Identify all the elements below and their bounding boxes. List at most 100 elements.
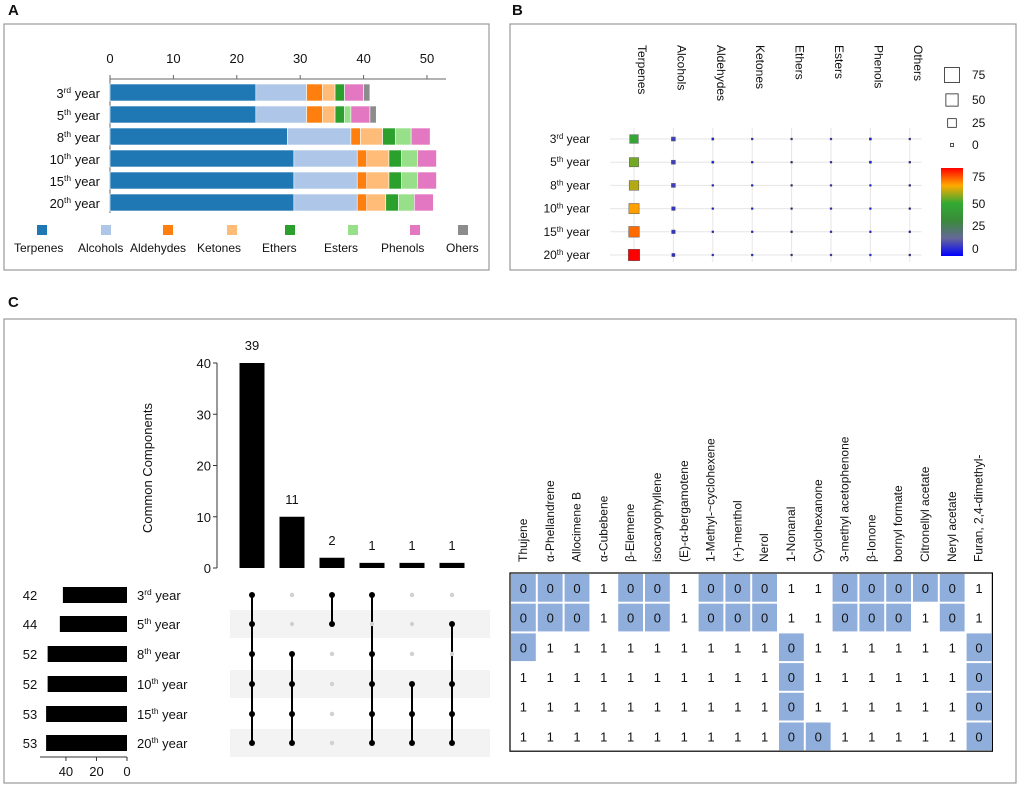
table-cell-highlight: [511, 633, 536, 662]
bar-segment: [398, 193, 415, 212]
heat-cell: [751, 137, 754, 141]
membership-dot: [409, 681, 415, 687]
table-cell-highlight: [725, 603, 751, 632]
table-cell-value: 1: [761, 640, 768, 655]
size-legend-box: [947, 118, 957, 128]
table-cell-highlight: [752, 603, 777, 632]
table-cell-value: 1: [815, 640, 822, 655]
membership-dot: [369, 651, 375, 657]
set-size-bar: [62, 587, 127, 603]
x-tick-label: 20: [230, 51, 244, 66]
heat-cell: [829, 207, 833, 210]
heat-cell: [751, 207, 754, 210]
table-cell-value: 1: [975, 611, 982, 626]
table-cell-value: 0: [788, 700, 795, 715]
intersection-bar: [319, 557, 345, 568]
bar-segment: [109, 193, 295, 212]
table-cell-value: 1: [922, 611, 929, 626]
y-tick-label: 30: [197, 407, 211, 422]
intersection-bar: [279, 516, 305, 568]
bar-segment: [366, 193, 387, 212]
table-cell-value: 0: [627, 611, 634, 626]
membership-dot: [329, 592, 335, 598]
table-column-header: β-Elemene: [623, 503, 637, 562]
bar-segment: [366, 171, 390, 190]
y-tick-label: 10: [197, 510, 211, 525]
table-border: [509, 572, 993, 752]
membership-dot: [289, 681, 295, 687]
set-label: 10th year: [137, 676, 188, 692]
set-size-tick-label: 20: [89, 764, 103, 779]
bar-segment: [306, 105, 323, 124]
heat-cell: [711, 137, 715, 141]
set-size-tick-label: 40: [59, 764, 73, 779]
heat-cell: [908, 184, 911, 187]
table-cell-highlight: [939, 574, 965, 602]
table-cell-value: 0: [734, 611, 741, 626]
size-legend-label: 75: [972, 68, 986, 82]
intersection-label: 1: [368, 538, 375, 553]
size-legend-box: [950, 143, 954, 147]
membership-dot-empty: [409, 651, 415, 657]
table-cell-highlight: [832, 603, 858, 632]
colorbar: [941, 168, 963, 256]
size-legend-label: 0: [972, 138, 979, 152]
table-cell-highlight: [913, 574, 938, 602]
table-cell-value: 1: [654, 729, 661, 744]
category-label: 20th year: [50, 195, 101, 211]
bar-segment: [388, 149, 402, 168]
set-label: 5th year: [137, 616, 181, 632]
table-cell-value: 0: [573, 611, 580, 626]
table-cell-highlight: [886, 574, 911, 602]
legend-swatch: [163, 225, 173, 235]
set-size-bar: [46, 735, 127, 751]
table-cell-highlight: [537, 574, 563, 602]
table-cell-value: 1: [922, 700, 929, 715]
table-cell-value: 0: [627, 581, 634, 596]
table-cell-value: 1: [949, 700, 956, 715]
table-cell-value: 1: [627, 729, 634, 744]
legend-label: Esters: [324, 241, 358, 255]
table-cell-value: 1: [868, 700, 875, 715]
table-cell-value: 1: [922, 670, 929, 685]
category-label: 8th year: [57, 129, 101, 145]
table-cell-highlight: [966, 633, 992, 662]
table-cell-value: 0: [734, 581, 741, 596]
heat-cell: [628, 226, 640, 238]
table-cell-value: 1: [841, 700, 848, 715]
table-cell-value: 1: [681, 611, 688, 626]
table-cell-value: 1: [815, 700, 822, 715]
table-cell-value: 1: [600, 640, 607, 655]
intersection-label: 1: [408, 538, 415, 553]
table-cell-value: 0: [520, 611, 527, 626]
heat-cell: [908, 253, 911, 257]
legend-swatch: [37, 225, 47, 235]
table-cell-value: 1: [520, 729, 527, 744]
heat-cell: [790, 184, 793, 187]
table-column-header: α-Cubebene: [596, 495, 610, 562]
table-column-header: isocaryophyllene: [650, 472, 664, 562]
bar-segment: [344, 83, 364, 102]
table-column-header: Furan, 2,4-dimethyl-: [972, 455, 986, 562]
set-size-label: 53: [23, 736, 37, 751]
membership-dot: [409, 740, 415, 746]
panel-a-frame: [3, 23, 490, 271]
heat-cell: [711, 207, 714, 210]
membership-dot: [249, 740, 255, 746]
column-label: Ethers: [793, 45, 807, 80]
size-legend-box: [945, 93, 959, 107]
bar-segment: [293, 171, 358, 190]
table-cell-highlight: [779, 663, 804, 691]
table-cell-value: 1: [681, 581, 688, 596]
membership-dot: [369, 592, 375, 598]
heat-cell: [829, 253, 833, 257]
heat-cell: [671, 183, 676, 188]
set-label: 3rd year: [137, 587, 181, 603]
table-cell-value: 1: [707, 640, 714, 655]
size-legend-label: 25: [972, 116, 986, 130]
table-column-header: Neryl acetate: [945, 491, 959, 562]
intersection-bar: [399, 562, 425, 568]
heat-cell: [751, 230, 754, 233]
table-cell-value: 1: [841, 670, 848, 685]
heat-cell: [869, 160, 872, 164]
